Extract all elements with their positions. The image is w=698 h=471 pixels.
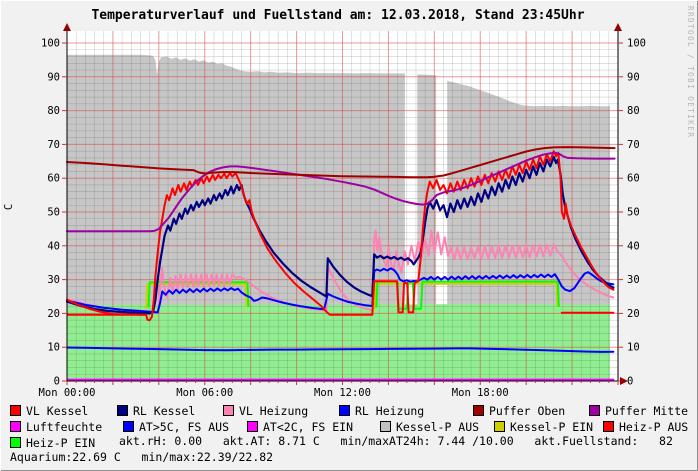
y-axis-label-right: 10 <box>627 342 640 354</box>
x-axis-label: Mon 18:00 <box>452 387 509 399</box>
legend-item-kessel-p-aus: Kessel-P AUS <box>380 420 479 433</box>
legend-label: Luftfeuchte <box>26 420 103 434</box>
y-axis-label-right: 90 <box>627 71 640 83</box>
y-axis-label-left: 90 <box>47 71 60 83</box>
y-axis-label-right: 100 <box>627 38 646 50</box>
y-axis-label-left: 10 <box>47 342 60 354</box>
graph-title: Temperaturverlauf und Fuellstand am: 12.… <box>91 8 585 23</box>
aussentemperatur <box>66 346 615 353</box>
y-axis-label-right: 50 <box>627 207 640 219</box>
legend-item-vl-kessel: VL Kessel <box>10 404 88 417</box>
x-axis-label: Mon 12:00 <box>314 387 371 399</box>
legend-swatch <box>247 421 258 432</box>
x-axis-label: Mon 00:00 <box>39 387 96 399</box>
legend-item-heiz-p-aus: Heiz-P AUS <box>603 420 688 433</box>
legend-swatch <box>589 405 600 416</box>
legend-swatch <box>223 405 234 416</box>
y-axis-label-right: 60 <box>627 173 640 185</box>
heiz-p-ein-aquarium-area <box>67 303 610 381</box>
legend-swatch <box>10 437 21 448</box>
legend-swatch <box>10 421 21 432</box>
y-axis-label-right: 80 <box>627 105 640 117</box>
y-axis-label-left: 40 <box>47 240 60 252</box>
legend-item-at-2c-fs-ein: AT<2C, FS EIN <box>247 420 353 433</box>
y-axis-label-left: 20 <box>47 308 60 320</box>
legend-label: Kessel-P AUS <box>396 420 480 434</box>
legend-label: RL Heizung <box>355 404 425 418</box>
y-axis-arrow-left <box>63 23 71 31</box>
legend-swatch <box>380 421 391 432</box>
rl-heizung <box>66 267 615 314</box>
legend-label: Heiz-P AUS <box>619 420 689 434</box>
y-axis-label-left: 30 <box>47 274 60 286</box>
legend-item-luftfeuchte: Luftfeuchte <box>10 420 102 433</box>
kessel-p-aus-fuellstand-area <box>67 54 405 382</box>
legend-label: AT<2C, FS EIN <box>263 420 354 434</box>
y-axis-arrow-right <box>614 23 622 31</box>
x-axis-label: Mon 06:00 <box>176 387 233 399</box>
legend-label: Puffer Oben <box>489 404 566 418</box>
legend-stats: akt.rH: 0.00 akt.AT: 8.71 C min/maxAT24h… <box>119 434 673 448</box>
y-axis-label-left: 60 <box>47 173 60 185</box>
y-axis-label-left: 100 <box>41 38 60 50</box>
legend-item-vl-heizung: VL Heizung <box>223 404 308 417</box>
legend-swatch <box>10 405 21 416</box>
legend-item-puffer-mitte: Puffer Mitte <box>589 404 688 417</box>
legend-item-rl-kessel: RL Kessel <box>117 404 195 417</box>
y-axis-label-left: 80 <box>47 105 60 117</box>
y-axis-label-right: 20 <box>627 308 640 320</box>
legend-label: Heiz-P EIN <box>26 436 96 450</box>
legend-swatch <box>339 405 350 416</box>
legend-label: AT>5C, FS AUS <box>139 420 230 434</box>
y-axis-label-right: 30 <box>627 274 640 286</box>
legend-label: RL Kessel <box>133 404 196 418</box>
vl-heizung <box>66 229 615 313</box>
legend-label: VL Kessel <box>26 404 89 418</box>
rl-kessel <box>65 155 615 315</box>
y-axis-label-left: 0 <box>54 376 60 388</box>
legend-swatch <box>117 405 128 416</box>
legend-label: Kessel-P EIN <box>510 420 594 434</box>
legend-item-kessel-p-ein: Kessel-P EIN <box>494 420 593 433</box>
legend-aquarium-stats: Aquarium:22.69 C min/max:22.39/22.82 <box>10 450 274 464</box>
puffer-oben <box>66 146 616 179</box>
x-axis-arrow <box>620 377 628 385</box>
chart-canvas: 0 0 10 10 20 20 30 30 40 40 50 50 60 60 70 70 80 80 90 90 10… <box>3 23 646 399</box>
puffer-mitte <box>66 151 616 233</box>
legend-label: VL Heizung <box>239 404 309 418</box>
legend-item-puffer-oben: Puffer Oben <box>473 404 565 417</box>
y-axis-label-right: 0 <box>627 376 633 388</box>
y-axis-label-left: 70 <box>47 139 60 151</box>
y-axis-label-right: 70 <box>627 139 640 151</box>
kessel-p-ein <box>373 282 559 310</box>
legend-item-at-5c-fs-aus: AT>5C, FS AUS <box>123 420 229 433</box>
rrdtool-watermark: RRDTOOL / TOBI OETIKER <box>686 6 695 139</box>
vl-kessel <box>66 150 615 322</box>
legend-swatch <box>473 405 484 416</box>
legend-swatch <box>603 421 614 432</box>
legend-swatch <box>123 421 134 432</box>
y-axis-label-left: 50 <box>47 207 60 219</box>
legend-item-rl-heizung: RL Heizung <box>339 404 424 417</box>
y-axis-title: C <box>3 204 15 210</box>
legend-item-heiz-p-ein: Heiz-P EIN <box>10 436 95 449</box>
legend-label: Puffer Mitte <box>605 404 689 418</box>
legend-swatch <box>494 421 505 432</box>
y-axis-label-right: 40 <box>627 240 640 252</box>
